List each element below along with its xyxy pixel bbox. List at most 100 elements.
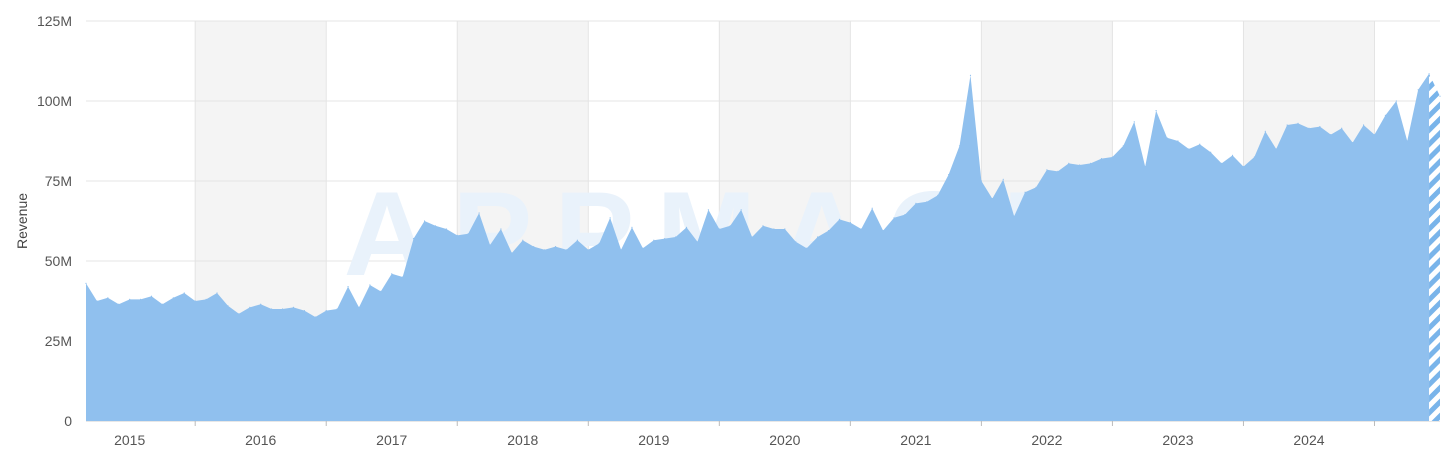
x-tick-label-2017: 2017 bbox=[376, 432, 407, 448]
data-point-2017-07 bbox=[522, 239, 524, 241]
data-point-2016-11 bbox=[434, 225, 437, 227]
y-tick-label: 75M bbox=[45, 173, 72, 189]
data-point-2018-10 bbox=[685, 226, 688, 228]
data-point-2024-02 bbox=[1384, 114, 1386, 116]
data-point-2015-09 bbox=[281, 308, 284, 310]
data-point-2017-12 bbox=[576, 239, 578, 241]
data-point-2018-08 bbox=[664, 238, 666, 240]
data-point-2019-10 bbox=[817, 236, 819, 238]
data-point-2022-11 bbox=[1221, 162, 1223, 164]
axes: 0 25M 50M 75M 100M 125M 2015 2016 2017 2018 2019 20… bbox=[37, 13, 1375, 448]
data-point-2018-06 bbox=[642, 247, 644, 249]
data-point-2017-03 bbox=[478, 212, 480, 214]
x-tick-label-2021: 2021 bbox=[900, 432, 931, 448]
data-point-2015-05 bbox=[238, 313, 240, 315]
data-point-2022-06 bbox=[1166, 137, 1168, 139]
x-tick-label-2020: 2020 bbox=[769, 432, 800, 448]
data-point-2020-11 bbox=[958, 145, 961, 147]
data-point-2023-08 bbox=[1319, 126, 1321, 128]
data-point-2018-12 bbox=[707, 209, 710, 211]
x-tick-label-2022: 2022 bbox=[1031, 432, 1062, 448]
data-point-2023-01 bbox=[1242, 166, 1245, 168]
data-point-2021-03 bbox=[1002, 178, 1004, 180]
data-point-2022-05 bbox=[1155, 110, 1157, 112]
data-point-2015-03 bbox=[216, 292, 218, 294]
data-point-2023-02 bbox=[1253, 156, 1255, 158]
data-point-2018-02 bbox=[598, 242, 600, 244]
data-point-2024-04 bbox=[1406, 140, 1408, 142]
y-tick-label: 0 bbox=[64, 413, 72, 429]
data-point-2016-04 bbox=[358, 306, 360, 308]
data-point-2016-07 bbox=[391, 273, 393, 275]
data-point-2022-12 bbox=[1231, 154, 1234, 156]
data-point-2021-06 bbox=[1035, 186, 1037, 188]
data-point-2015-07 bbox=[260, 303, 262, 305]
data-point-2014-10 bbox=[161, 303, 164, 305]
data-point-2023-05 bbox=[1286, 124, 1288, 126]
y-tick-label: 25M bbox=[45, 333, 72, 349]
data-point-2020-09 bbox=[937, 194, 939, 196]
revenue-area bbox=[86, 73, 1430, 422]
data-point-2020-12 bbox=[969, 74, 972, 76]
data-point-2019-09 bbox=[806, 247, 808, 249]
data-point-2017-09 bbox=[544, 249, 546, 251]
data-point-2023-11 bbox=[1352, 142, 1354, 144]
revenue-area-partial bbox=[1429, 73, 1440, 422]
data-point-2021-11 bbox=[1089, 162, 1092, 164]
data-point-2015-06 bbox=[249, 306, 251, 308]
data-point-2022-09 bbox=[1199, 143, 1201, 145]
data-point-2024-03 bbox=[1395, 100, 1397, 102]
data-point-2017-04 bbox=[489, 244, 491, 246]
data-point-2020-03 bbox=[871, 207, 873, 209]
data-point-2015-12 bbox=[314, 316, 316, 318]
data-point-2023-07 bbox=[1308, 127, 1310, 129]
data-point-2015-01 bbox=[194, 300, 196, 302]
data-point-2021-01 bbox=[980, 180, 982, 182]
data-point-2016-12 bbox=[445, 228, 447, 230]
data-point-2019-11 bbox=[827, 230, 830, 232]
data-point-2021-07 bbox=[1046, 169, 1048, 171]
data-point-2014-12 bbox=[183, 292, 185, 294]
data-point-2014-09 bbox=[150, 295, 153, 297]
data-point-2024-06 bbox=[1428, 73, 1430, 75]
data-point-2018-11 bbox=[696, 241, 699, 243]
data-point-2020-04 bbox=[882, 230, 884, 232]
data-point-2017-05 bbox=[500, 228, 502, 230]
data-point-2024-07 bbox=[1439, 95, 1441, 97]
data-point-2019-07 bbox=[784, 228, 786, 230]
data-point-2022-03 bbox=[1133, 121, 1135, 123]
data-point-2017-01 bbox=[456, 234, 458, 236]
data-point-2015-02 bbox=[205, 298, 207, 300]
x-tick-label-2023: 2023 bbox=[1162, 432, 1193, 448]
data-point-2019-03 bbox=[740, 209, 742, 211]
data-point-2022-04 bbox=[1144, 166, 1146, 168]
data-point-2021-08 bbox=[1057, 170, 1059, 172]
data-point-2017-11 bbox=[565, 249, 568, 251]
data-point-2014-11 bbox=[172, 297, 174, 299]
data-point-2014-06 bbox=[118, 303, 120, 305]
x-tick-label-2015: 2015 bbox=[114, 432, 145, 448]
data-point-2016-09 bbox=[412, 238, 415, 240]
data-point-2020-05 bbox=[893, 217, 895, 219]
data-point-2023-10 bbox=[1341, 127, 1343, 129]
x-tick-label-2019: 2019 bbox=[638, 432, 669, 448]
data-point-2019-12 bbox=[838, 218, 841, 220]
y-axis-label: Revenue bbox=[14, 193, 30, 249]
data-point-2019-06 bbox=[773, 228, 775, 230]
data-point-2017-08 bbox=[533, 246, 535, 248]
data-point-2022-10 bbox=[1210, 151, 1212, 153]
data-point-2019-05 bbox=[762, 225, 764, 227]
y-tick-label: 50M bbox=[45, 253, 72, 269]
data-point-2022-01 bbox=[1111, 156, 1114, 158]
data-point-2015-10 bbox=[292, 306, 295, 308]
data-point-2021-04 bbox=[1013, 215, 1015, 217]
data-point-2014-07 bbox=[129, 298, 131, 300]
data-point-2016-08 bbox=[402, 276, 404, 278]
x-tick-label-2024: 2024 bbox=[1293, 432, 1324, 448]
data-point-2023-04 bbox=[1275, 148, 1277, 150]
data-point-2018-05 bbox=[631, 226, 633, 228]
data-point-2018-09 bbox=[675, 236, 677, 238]
data-point-2018-03 bbox=[609, 217, 611, 219]
data-point-2021-05 bbox=[1024, 191, 1026, 193]
data-point-2023-12 bbox=[1362, 124, 1365, 126]
